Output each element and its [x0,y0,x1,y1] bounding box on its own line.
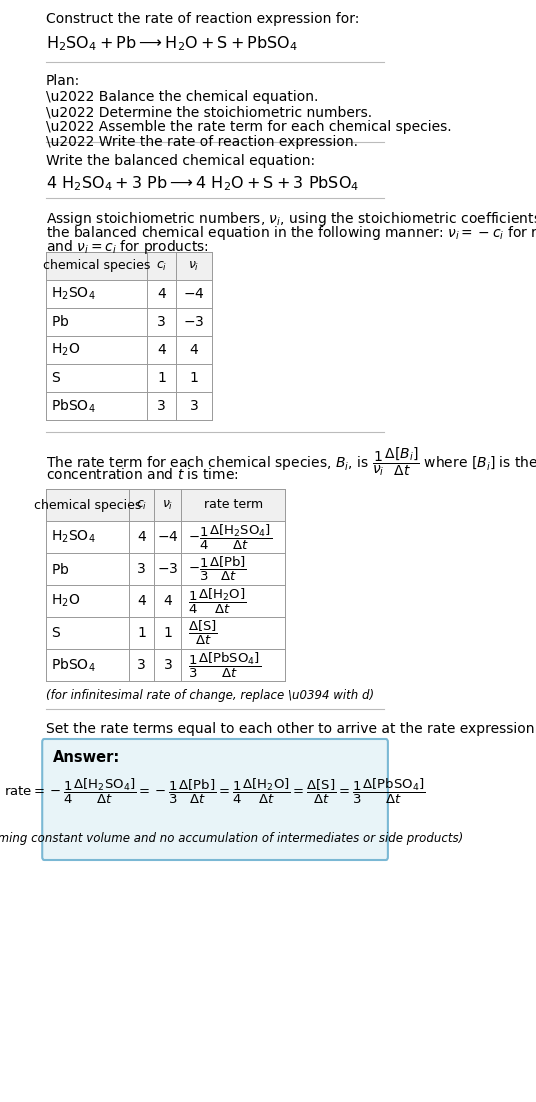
Text: $\mathrm{4\ H_2SO_4 + 3\ Pb \longrightarrow 4\ H_2O + S + 3\ PbSO_4}$: $\mathrm{4\ H_2SO_4 + 3\ Pb \longrightar… [46,174,360,193]
Text: $4$: $4$ [189,343,199,357]
Text: $\mathrm{H_2SO_4}$: $\mathrm{H_2SO_4}$ [51,529,96,545]
Text: $\mathrm{Pb}$: $\mathrm{Pb}$ [51,562,70,576]
Text: \u2022 Assemble the rate term for each chemical species.: \u2022 Assemble the rate term for each c… [46,120,452,134]
Text: \u2022 Determine the stoichiometric numbers.: \u2022 Determine the stoichiometric numb… [46,105,372,119]
Text: chemical species: chemical species [34,498,142,511]
Text: 3: 3 [157,315,166,329]
Text: $-3$: $-3$ [183,315,205,329]
Text: $\mathrm{H_2O}$: $\mathrm{H_2O}$ [51,593,80,609]
Text: Plan:: Plan: [46,74,80,88]
Text: $\nu_i$: $\nu_i$ [162,498,173,511]
Text: \u2022 Balance the chemical equation.: \u2022 Balance the chemical equation. [46,90,318,104]
Text: $3$: $3$ [163,658,173,672]
Text: $\mathrm{H_2O}$: $\mathrm{H_2O}$ [51,342,80,358]
Text: $\nu_i$: $\nu_i$ [188,259,199,272]
Text: (assuming constant volume and no accumulation of intermediates or side products): (assuming constant volume and no accumul… [0,832,464,845]
Text: (for infinitesimal rate of change, replace \u0394 with d): (for infinitesimal rate of change, repla… [46,689,374,702]
Text: $\mathrm{PbSO_4}$: $\mathrm{PbSO_4}$ [51,398,96,414]
Text: $\mathrm{rate} = -\dfrac{1}{4}\dfrac{\Delta[\mathrm{H_2SO_4}]}{\Delta t} = -\dfr: $\mathrm{rate} = -\dfrac{1}{4}\dfrac{\De… [4,777,426,807]
Text: $c_i$: $c_i$ [136,498,147,511]
Text: $\mathrm{PbSO_4}$: $\mathrm{PbSO_4}$ [51,657,96,673]
Text: Construct the rate of reaction expression for:: Construct the rate of reaction expressio… [46,12,360,26]
FancyBboxPatch shape [46,489,285,521]
Text: $\dfrac{1}{3}\dfrac{\Delta[\mathrm{PbSO_4}]}{\Delta t}$: $\dfrac{1}{3}\dfrac{\Delta[\mathrm{PbSO_… [188,650,261,680]
Text: $\mathrm{Pb}$: $\mathrm{Pb}$ [51,314,70,329]
Text: 1: 1 [157,371,166,385]
Text: 3: 3 [137,562,146,576]
Text: Write the balanced chemical equation:: Write the balanced chemical equation: [46,154,315,168]
Text: $1$: $1$ [189,371,199,385]
Text: 3: 3 [157,399,166,413]
Text: $\mathrm{S}$: $\mathrm{S}$ [51,626,61,640]
FancyBboxPatch shape [42,739,388,860]
Text: and $\nu_i = c_i$ for products:: and $\nu_i = c_i$ for products: [46,238,209,256]
Text: The rate term for each chemical species, $B_i$, is $\dfrac{1}{\nu_i}\dfrac{\Delt: The rate term for each chemical species,… [46,445,536,478]
Text: $-4$: $-4$ [183,287,205,301]
Text: Assign stoichiometric numbers, $\nu_i$, using the stoichiometric coefficients, $: Assign stoichiometric numbers, $\nu_i$, … [46,210,536,228]
Text: 4: 4 [157,343,166,357]
Text: rate term: rate term [204,498,263,511]
Text: $-3$: $-3$ [157,562,178,576]
Text: Answer:: Answer: [53,750,120,765]
Text: 4: 4 [137,530,146,544]
Text: the balanced chemical equation in the following manner: $\nu_i = -c_i$ for react: the balanced chemical equation in the fo… [46,224,536,242]
Text: $\dfrac{\Delta[\mathrm{S}]}{\Delta t}$: $\dfrac{\Delta[\mathrm{S}]}{\Delta t}$ [188,619,218,647]
Text: $\mathrm{S}$: $\mathrm{S}$ [51,371,61,385]
Text: 4: 4 [137,594,146,608]
Text: $\mathrm{H_2SO_4}$: $\mathrm{H_2SO_4}$ [51,285,96,302]
Text: concentration and $t$ is time:: concentration and $t$ is time: [46,467,239,482]
Text: 1: 1 [137,626,146,640]
Text: $1$: $1$ [163,626,173,640]
Text: \u2022 Write the rate of reaction expression.: \u2022 Write the rate of reaction expres… [46,136,358,149]
Text: $\mathrm{H_2SO_4 + Pb \longrightarrow H_2O + S + PbSO_4}$: $\mathrm{H_2SO_4 + Pb \longrightarrow H_… [46,34,298,53]
FancyBboxPatch shape [46,252,212,280]
Text: $4$: $4$ [162,594,173,608]
Text: 4: 4 [157,287,166,301]
Text: $c_i$: $c_i$ [156,259,167,272]
Text: $\dfrac{1}{4}\dfrac{\Delta[\mathrm{H_2O}]}{\Delta t}$: $\dfrac{1}{4}\dfrac{\Delta[\mathrm{H_2O}… [188,586,246,616]
Text: $-\dfrac{1}{3}\dfrac{\Delta[\mathrm{Pb}]}{\Delta t}$: $-\dfrac{1}{3}\dfrac{\Delta[\mathrm{Pb}]… [188,555,247,583]
Text: $-4$: $-4$ [157,530,178,544]
Text: $3$: $3$ [189,399,199,413]
Text: Set the rate terms equal to each other to arrive at the rate expression:: Set the rate terms equal to each other t… [46,722,536,736]
Text: chemical species: chemical species [43,259,150,272]
Text: 3: 3 [137,658,146,672]
Text: $-\dfrac{1}{4}\dfrac{\Delta[\mathrm{H_2SO_4}]}{\Delta t}$: $-\dfrac{1}{4}\dfrac{\Delta[\mathrm{H_2S… [188,522,272,552]
